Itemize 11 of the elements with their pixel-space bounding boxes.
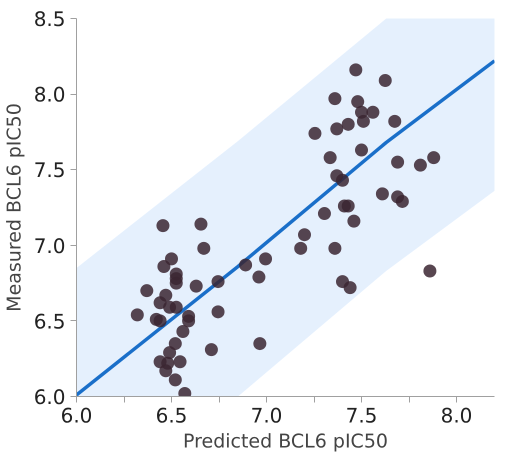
x-tick-label: 6.5 — [156, 404, 188, 428]
x-tick-label: 8.0 — [440, 404, 472, 428]
x-axis-title: Predicted BCL6 pIC50 — [182, 430, 388, 452]
y-tick-label: 7.0 — [34, 234, 66, 258]
x-tick-label: 7.5 — [346, 404, 378, 428]
x-tick-label: 7.0 — [250, 404, 282, 428]
y-tick-label: 6.5 — [34, 309, 66, 334]
y-tick-label: 8.0 — [34, 82, 66, 107]
y-axis-title: Measured BCL6 pIC50 — [4, 103, 26, 312]
y-tick-label: 7.5 — [34, 158, 66, 182]
y-tick-label: 8.5 — [34, 7, 66, 31]
